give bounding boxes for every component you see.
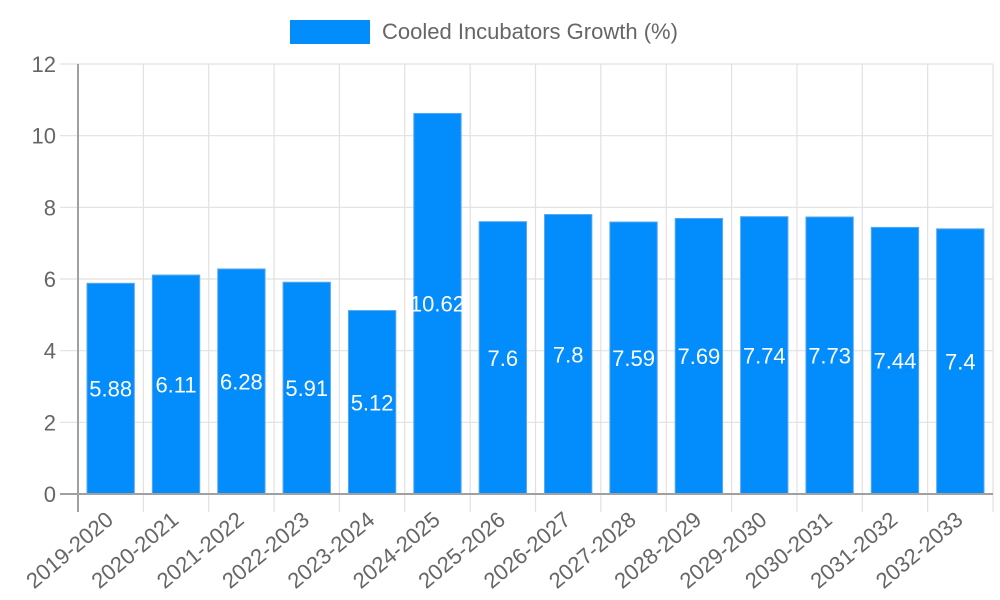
bar-value-label: 6.11 xyxy=(155,373,196,398)
bar[interactable] xyxy=(151,274,201,495)
bar-value-label: 5.88 xyxy=(89,377,132,402)
y-tick-label: 10 xyxy=(32,124,56,149)
y-tick-label: 2 xyxy=(44,410,56,435)
gridlines xyxy=(60,63,994,512)
chart-legend[interactable]: Cooled Incubators Growth (%) xyxy=(290,18,678,46)
bar[interactable] xyxy=(674,217,724,495)
bar[interactable] xyxy=(544,214,593,495)
bar-value-label: 7.69 xyxy=(677,344,720,369)
legend-swatch xyxy=(290,20,370,44)
bar-value-label: 10.62 xyxy=(410,292,465,317)
bar-value-label: 7.44 xyxy=(874,349,917,374)
y-tick-label: 8 xyxy=(44,195,56,220)
y-tick-label: 4 xyxy=(44,339,56,364)
bar-value-label: 7.59 xyxy=(612,346,655,371)
bar[interactable] xyxy=(740,216,789,495)
y-tick-label: 6 xyxy=(44,267,56,292)
value-labels: 5.88 6.11 6.28 5.91 5.12 10.62 7.6 7.8 7.59 7.69 7… xyxy=(89,292,975,416)
y-tick-label: 0 xyxy=(44,482,56,507)
legend-label: Cooled Incubators Growth (%) xyxy=(382,19,678,44)
bar-value-label: 7.73 xyxy=(808,344,851,369)
y-tick-label: 12 xyxy=(32,52,56,77)
bar[interactable] xyxy=(413,112,462,495)
bar[interactable] xyxy=(478,221,527,495)
bar-value-label: 7.74 xyxy=(743,343,786,368)
bars xyxy=(86,112,985,495)
bar[interactable] xyxy=(870,226,920,495)
bar[interactable] xyxy=(936,228,985,495)
bar-value-label: 6.28 xyxy=(220,369,263,394)
bar[interactable] xyxy=(347,310,397,495)
bar[interactable] xyxy=(282,281,331,495)
bar-value-label: 5.12 xyxy=(351,390,394,415)
bar[interactable] xyxy=(805,216,854,495)
bar[interactable] xyxy=(609,221,658,495)
bar-value-label: 7.4 xyxy=(945,349,976,374)
bar-value-label: 5.91 xyxy=(285,376,328,401)
bar-value-label: 7.8 xyxy=(553,342,584,367)
bar-value-label: 7.6 xyxy=(488,346,519,371)
